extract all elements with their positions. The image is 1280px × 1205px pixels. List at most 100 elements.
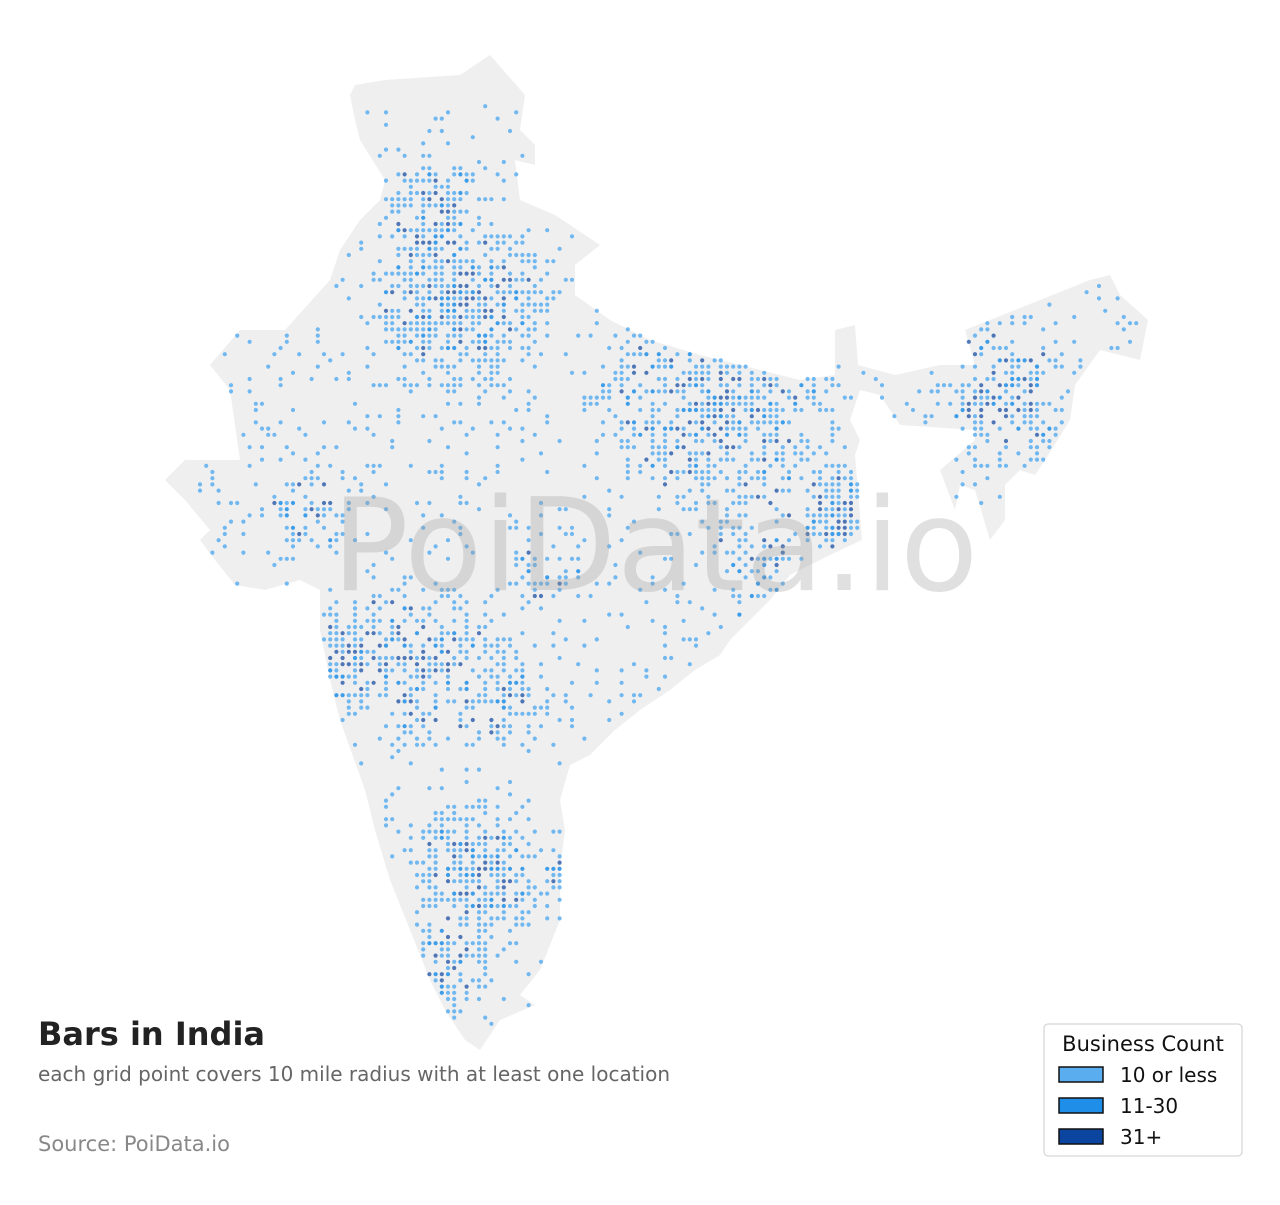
- grid-point: [520, 308, 525, 313]
- grid-point: [421, 234, 426, 239]
- grid-point: [445, 1009, 451, 1014]
- grid-point: [390, 283, 395, 289]
- grid-point: [904, 401, 909, 406]
- grid-point: [396, 327, 401, 332]
- grid-point: [476, 302, 482, 307]
- grid-point: [935, 383, 940, 388]
- grid-point: [414, 885, 420, 890]
- grid-point: [489, 860, 494, 865]
- grid-point: [427, 823, 432, 828]
- grid-point: [861, 370, 866, 375]
- grid-point: [408, 271, 413, 276]
- grid-point: [762, 593, 767, 599]
- grid-point: [433, 885, 438, 890]
- grid-point: [662, 482, 668, 487]
- grid-point: [421, 624, 426, 630]
- grid-point: [718, 383, 723, 388]
- grid-point: [445, 593, 451, 599]
- grid-point: [495, 835, 500, 840]
- grid-point: [520, 668, 525, 673]
- grid-point: [383, 674, 389, 679]
- grid-point: [439, 426, 444, 431]
- grid-point: [377, 668, 382, 673]
- grid-point: [538, 277, 544, 282]
- source-note: Source: PoiData.io: [38, 1132, 230, 1156]
- grid-point: [445, 283, 451, 289]
- grid-point: [780, 451, 785, 456]
- grid-point: [452, 277, 457, 282]
- grid-point: [501, 736, 506, 741]
- grid-point: [669, 531, 674, 537]
- grid-point: [495, 364, 500, 369]
- grid-point: [737, 383, 742, 388]
- grid-point: [830, 482, 835, 487]
- grid-point: [594, 451, 599, 456]
- grid-point: [414, 699, 420, 704]
- grid-point: [445, 587, 451, 592]
- grid-point: [656, 445, 661, 450]
- grid-point: [718, 624, 723, 630]
- grid-point: [774, 426, 779, 431]
- grid-point: [836, 513, 841, 518]
- grid-point: [1016, 451, 1021, 456]
- grid-point: [514, 649, 519, 654]
- grid-point: [600, 395, 606, 400]
- grid-point: [383, 693, 389, 698]
- grid-point: [991, 370, 996, 375]
- grid-point: [433, 600, 438, 605]
- grid-point: [371, 600, 376, 605]
- grid-point: [786, 476, 792, 481]
- grid-point: [427, 166, 432, 171]
- grid-point: [1034, 414, 1040, 419]
- grid-point: [520, 804, 525, 809]
- grid-point: [507, 128, 513, 134]
- grid-point: [433, 364, 438, 369]
- grid-point: [755, 420, 761, 425]
- grid-point: [458, 606, 463, 611]
- grid-point: [631, 426, 637, 431]
- grid-point: [396, 724, 401, 729]
- grid-point: [365, 631, 370, 636]
- grid-point: [1059, 364, 1064, 369]
- grid-point: [476, 364, 482, 369]
- grid-point: [433, 544, 438, 549]
- grid-point: [1003, 389, 1009, 394]
- grid-point: [334, 643, 339, 648]
- grid-point: [476, 953, 482, 958]
- grid-point: [824, 507, 829, 512]
- grid-point: [340, 519, 345, 524]
- grid-point: [346, 376, 351, 382]
- grid-point: [693, 401, 699, 406]
- grid-point: [489, 674, 494, 679]
- grid-point: [656, 507, 661, 512]
- grid-point: [607, 389, 612, 394]
- grid-point: [396, 624, 401, 630]
- grid-point: [421, 345, 426, 351]
- grid-point: [662, 401, 668, 406]
- grid-point: [625, 401, 630, 406]
- grid-point: [402, 724, 407, 729]
- grid-point: [538, 959, 544, 964]
- grid-point: [476, 624, 482, 630]
- grid-point: [718, 414, 723, 419]
- grid-point: [532, 259, 537, 264]
- grid-point: [786, 389, 792, 394]
- grid-point: [421, 879, 426, 884]
- grid-point: [501, 383, 506, 388]
- grid-point: [514, 872, 519, 878]
- grid-point: [507, 271, 513, 276]
- grid-point: [458, 934, 463, 940]
- grid-point: [352, 742, 358, 747]
- grid-point: [737, 556, 742, 561]
- grid-point: [855, 519, 860, 524]
- grid-point: [346, 488, 351, 493]
- grid-point: [433, 116, 438, 121]
- grid-point: [650, 476, 655, 481]
- grid-point: [210, 469, 215, 475]
- grid-point: [303, 457, 308, 462]
- grid-point: [817, 500, 823, 506]
- grid-point: [712, 544, 717, 549]
- grid-point: [309, 507, 314, 512]
- grid-point: [576, 333, 581, 338]
- grid-point: [483, 240, 488, 245]
